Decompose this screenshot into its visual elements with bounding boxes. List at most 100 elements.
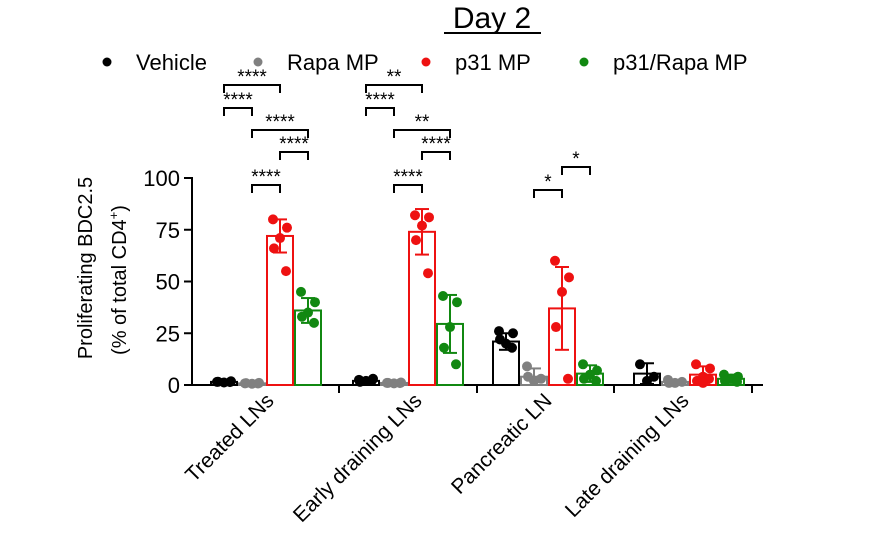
legend-marker-1 xyxy=(253,57,263,67)
point-2-1-2 xyxy=(417,220,427,231)
sig-bracket-1 xyxy=(223,107,253,116)
point-3-3-3 xyxy=(720,375,730,386)
point-0-2-0 xyxy=(494,326,504,337)
point-2-1-3 xyxy=(411,235,421,246)
point-3-1-3 xyxy=(439,342,449,353)
significance-brackets: ************************************ ** xyxy=(223,67,591,198)
category-label-2: Pancreatic LN xyxy=(447,389,557,499)
sig-bracket-9 xyxy=(393,184,423,193)
point-1-0-4 xyxy=(253,378,263,389)
y-tick-label-1: 25 xyxy=(156,321,180,346)
sig-label-5: ** xyxy=(387,67,402,88)
point-1-0-3 xyxy=(241,378,251,389)
sig-bracket-2 xyxy=(251,129,309,138)
point-3-1-0 xyxy=(438,290,448,301)
point-1-2-3 xyxy=(523,371,533,382)
point-2-0-2 xyxy=(275,233,285,244)
y-tick-label-4: 100 xyxy=(143,166,180,191)
point-3-0-4 xyxy=(309,317,319,328)
point-0-3-2 xyxy=(642,375,652,386)
y-axis: 0 25 50 75 100 xyxy=(143,166,193,398)
sig-bracket-4 xyxy=(251,184,281,193)
point-3-1-2 xyxy=(445,322,455,333)
point-0-1-3 xyxy=(355,376,365,387)
y-axis-label-superscript: + xyxy=(106,212,121,220)
legend-label-3: p31/Rapa MP xyxy=(613,50,748,75)
point-1-2-0 xyxy=(522,361,532,372)
point-2-2-3 xyxy=(551,322,561,333)
point-2-0-4 xyxy=(281,266,291,277)
point-3-2-0 xyxy=(578,359,588,370)
point-0-1-4 xyxy=(367,375,377,386)
sig-bracket-3 xyxy=(279,151,309,160)
sig-label-4: **** xyxy=(251,167,281,188)
point-3-1-1 xyxy=(452,297,462,308)
point-0-3-0 xyxy=(635,359,645,370)
sig-label-10: * xyxy=(544,172,552,193)
point-3-3-4 xyxy=(732,376,742,387)
y-axis-label: Proliferating BDC2.5 (% of total CD4+) xyxy=(75,177,131,359)
y-axis-label-line1: Proliferating BDC2.5 xyxy=(75,177,97,359)
point-2-2-0 xyxy=(550,255,560,266)
point-2-3-1 xyxy=(705,363,715,374)
y-axis-label-main: (% of total CD4 xyxy=(109,219,131,355)
point-2-1-4 xyxy=(423,268,433,279)
legend: Vehicle Rapa MP p31 MP p31/Rapa MP xyxy=(102,50,748,75)
point-3-2-3 xyxy=(579,373,589,384)
point-0-2-4 xyxy=(507,342,517,353)
sig-bracket-0 xyxy=(223,84,281,93)
y-axis-label-line2: (% of total CD4+) xyxy=(106,205,131,355)
point-3-2-4 xyxy=(591,375,601,386)
point-0-0-4 xyxy=(225,377,235,388)
sig-bracket-11 xyxy=(561,166,591,175)
y-tick-label-2: 50 xyxy=(156,270,180,295)
sig-bracket-6 xyxy=(365,107,395,116)
bars xyxy=(210,230,745,387)
sig-label-2: **** xyxy=(265,112,295,133)
point-0-0-3 xyxy=(213,376,223,387)
sig-label-1: **** xyxy=(223,90,253,111)
point-3-0-1 xyxy=(310,297,320,308)
sig-label-7: ** xyxy=(415,112,430,133)
point-1-1-3 xyxy=(383,377,393,388)
category-labels: Treated LNs Early draining LNs Pancreatic … xyxy=(181,389,693,527)
legend-label-2: p31 MP xyxy=(455,50,531,75)
point-2-2-1 xyxy=(564,272,574,283)
sig-label-3: **** xyxy=(279,134,309,155)
chart-title: Day 2 xyxy=(453,2,531,35)
sig-bracket-7 xyxy=(393,129,451,138)
sig-bracket-10 xyxy=(533,189,563,198)
point-1-3-3 xyxy=(664,377,674,388)
point-3-0-0 xyxy=(296,286,306,297)
point-2-1-0 xyxy=(410,210,420,221)
legend-marker-0 xyxy=(102,57,112,67)
point-2-1-1 xyxy=(424,212,434,223)
point-2-3-0 xyxy=(691,359,701,370)
bar-2-0 xyxy=(266,234,294,386)
point-2-0-1 xyxy=(282,222,292,233)
sig-label-9: **** xyxy=(393,167,423,188)
point-2-0-3 xyxy=(269,243,279,254)
sig-label-11: * xyxy=(572,149,580,170)
point-1-1-4 xyxy=(395,378,405,389)
point-2-0-0 xyxy=(268,214,278,225)
legend-marker-3 xyxy=(579,57,589,67)
point-3-1-4 xyxy=(451,359,461,370)
point-3-0-3 xyxy=(297,311,307,322)
y-axis-label-close: ) xyxy=(109,205,131,212)
sig-label-8: **** xyxy=(421,134,451,155)
data-points xyxy=(212,210,743,389)
category-label-0: Treated LNs xyxy=(181,389,278,486)
y-tick-label-3: 75 xyxy=(156,218,180,243)
y-tick-label-0: 0 xyxy=(168,373,180,398)
sig-bracket-8 xyxy=(421,151,451,160)
point-0-2-3 xyxy=(495,334,505,345)
legend-label-1: Rapa MP xyxy=(287,50,379,75)
sig-label-0: **** xyxy=(237,67,267,88)
point-2-2-2 xyxy=(557,286,567,297)
category-label-1: Early draining LNs xyxy=(289,389,427,527)
category-label-3: Late draining LNs xyxy=(561,389,694,522)
legend-label-0: Vehicle xyxy=(136,50,207,75)
point-2-2-4 xyxy=(563,373,573,384)
